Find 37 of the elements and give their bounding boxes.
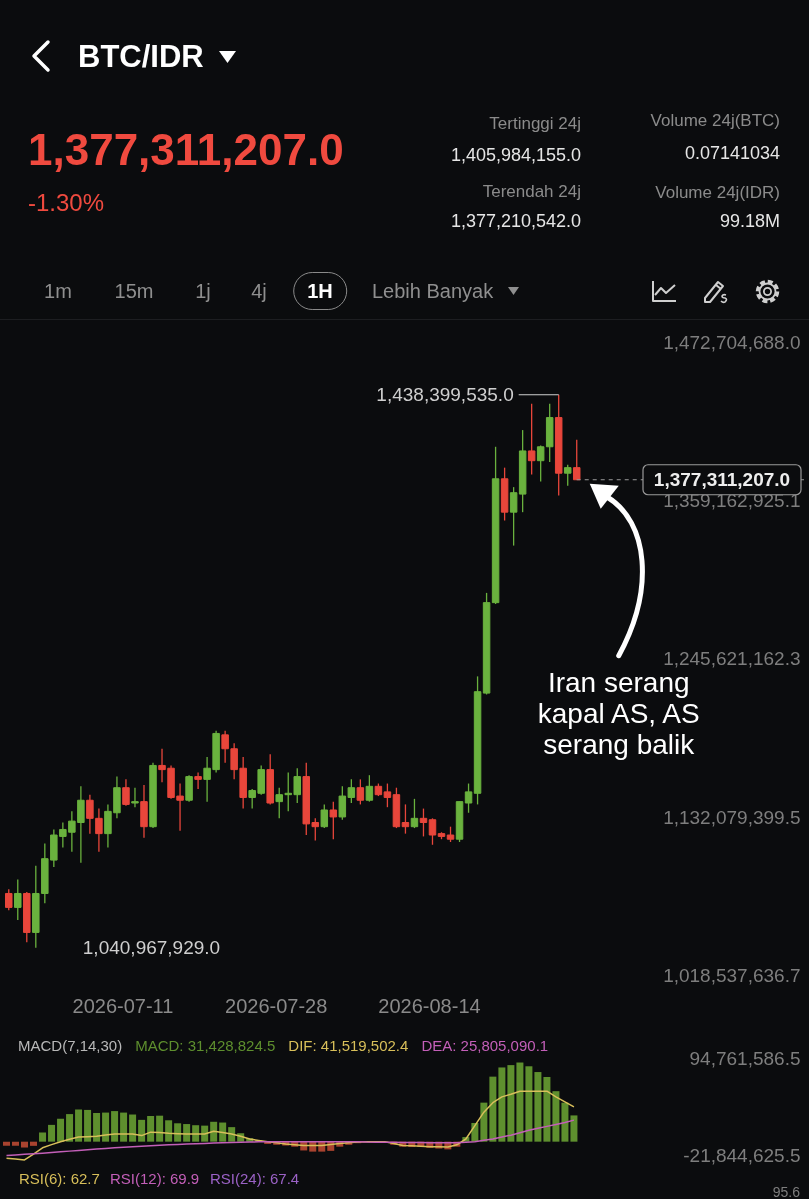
text: 1m (44, 280, 72, 302)
text: 1,377,311,207.0 (28, 125, 344, 174)
text: RSI(6): 62.7 (19, 1169, 100, 1187)
x-tick-label: 2026-07-11 (72, 994, 174, 1017)
text: 1H (293, 272, 347, 310)
text: 1j (195, 280, 211, 302)
text: Lebih Banyak (372, 280, 494, 302)
y-tick-label: -21,844,625.5 (683, 1145, 801, 1167)
y-tick-label: 1,018,537,636.7 (663, 964, 801, 986)
text: DIF: 41,519,502.4 (288, 1037, 409, 1054)
text: Volume 24j(IDR) (655, 182, 780, 202)
text: Tertinggi 24j (489, 113, 581, 133)
text: Volume 24j(BTC) (650, 110, 780, 130)
x-tick-label: 2026-07-28 (225, 994, 328, 1017)
text: Terendah 24j (482, 181, 581, 201)
text: RSI(12): 69.9 (110, 1169, 200, 1187)
text: 0.07141034 (684, 143, 780, 163)
text: RSI(24): 67.4 (210, 1169, 300, 1187)
x-tick-label: 2026-08-14 (378, 994, 481, 1017)
y-tick-label: 1,472,704,688.0 (663, 332, 801, 354)
y-tick-label: 94,761,586.5 (689, 1047, 801, 1069)
text: -1.30% (28, 189, 105, 216)
text: 99.18M (719, 211, 780, 231)
text: 4j (251, 280, 267, 302)
y-tick-label: 1,359,162,925.1 (663, 490, 801, 512)
annotation: 1,040,967,929.0 (82, 936, 221, 958)
text: MACD(7,14,30) (18, 1037, 123, 1054)
text: 95.6 (772, 1184, 800, 1199)
annotation: 1,438,399,535.0 (376, 383, 514, 405)
text: 1,377,210,542.0 (450, 211, 581, 231)
text: MACD: 31,428,824.5 (135, 1037, 276, 1054)
text: BTC/IDR (78, 38, 204, 74)
text: DEA: 25,805,090.1 (421, 1037, 549, 1054)
text: 1,405,984,155.0 (450, 145, 581, 165)
y-tick-label: 1,132,079,399.5 (663, 806, 801, 828)
ref-line-label: 1,377,311,207.0 (653, 468, 791, 490)
text: 15m (114, 280, 154, 302)
